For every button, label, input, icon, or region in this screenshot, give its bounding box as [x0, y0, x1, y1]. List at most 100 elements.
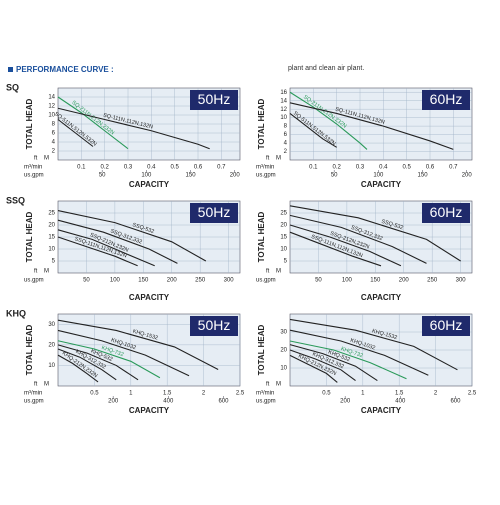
y-tick-label: 20 — [48, 342, 55, 348]
y-tick-label: 25 — [48, 211, 55, 217]
x-tick-label: 0.1 — [77, 165, 86, 171]
title-box — [190, 203, 238, 223]
group-label: SSQ — [6, 195, 25, 205]
y-unit-ft: ft — [34, 156, 38, 162]
header-marker — [8, 67, 13, 72]
x-tick-label: 0.5 — [402, 165, 411, 171]
x-tick-label: 150 — [370, 278, 381, 284]
x-tick-label: 0.6 — [194, 165, 203, 171]
x2-tick-label: 50 — [99, 173, 106, 179]
x-tick-label: 2 — [434, 391, 438, 397]
chart-title: 60Hz — [430, 91, 463, 107]
x-unit: m³/min — [24, 391, 42, 397]
x-tick-label: 0.4 — [147, 165, 156, 171]
chart-title: 60Hz — [430, 204, 463, 220]
y-tick-label: 20 — [280, 223, 287, 229]
curve — [289, 112, 337, 148]
x-tick-label: 0.1 — [309, 165, 318, 171]
y-tick-label: 4 — [284, 141, 288, 147]
header-note: plant and clean air plant. — [288, 65, 364, 72]
x-tick-label: 1.5 — [395, 391, 404, 397]
x-tick-label: 100 — [110, 278, 121, 284]
x-tick-label: 50 — [315, 278, 322, 284]
chart-title: 50Hz — [198, 91, 231, 107]
x2-tick-label: 200 — [230, 173, 241, 179]
y-tick-label: 10 — [48, 113, 55, 119]
y-tick-label: 16 — [280, 90, 287, 96]
title-box — [422, 90, 470, 110]
y-tick-label: 14 — [48, 95, 55, 101]
x2-tick-label: 100 — [141, 173, 152, 179]
x-tick-label: 0.6 — [426, 165, 435, 171]
y-tick-label: 10 — [48, 247, 55, 253]
curve — [289, 231, 382, 267]
x-tick-label: 1 — [361, 391, 365, 397]
header-title: PERFORMANCE CURVE : — [16, 65, 114, 74]
y-axis-label: TOTAL HEAD — [25, 211, 34, 262]
y-tick-label: 30 — [280, 330, 287, 336]
x-unit: us.gpm — [24, 278, 44, 284]
y-unit-m: M — [44, 156, 49, 162]
curve — [289, 214, 427, 264]
x2-tick-label: 50 — [331, 173, 338, 179]
x2-unit: us.gpm — [24, 399, 44, 405]
y-axis-label: TOTAL HEAD — [25, 324, 34, 375]
chart-title: 50Hz — [198, 317, 231, 333]
y-tick-label: 15 — [48, 235, 55, 241]
x-axis-label: CAPACITY — [361, 180, 402, 189]
x-tick-label: 50 — [83, 278, 90, 284]
y-tick-label: 2 — [284, 149, 288, 155]
x-axis-label: CAPACITY — [129, 406, 170, 415]
x-axis-label: CAPACITY — [361, 293, 402, 302]
x2-tick-label: 150 — [418, 173, 429, 179]
x2-tick-label: 600 — [218, 399, 229, 405]
chart-title: 50Hz — [198, 204, 231, 220]
curve — [289, 205, 461, 262]
curve — [57, 107, 210, 150]
x2-tick-label: 150 — [186, 173, 197, 179]
curve — [57, 219, 178, 264]
x-tick-label: 200 — [167, 278, 178, 284]
y-tick-label: 10 — [48, 363, 55, 369]
x-tick-label: 250 — [195, 278, 206, 284]
y-unit-m: M — [44, 269, 49, 275]
x-axis-label: CAPACITY — [361, 406, 402, 415]
y-unit-ft: ft — [266, 156, 270, 162]
y-tick-label: 10 — [280, 366, 287, 372]
x2-tick-label: 400 — [395, 399, 406, 405]
curve — [57, 210, 207, 262]
x2-unit: us.gpm — [256, 399, 276, 405]
x-unit: m³/min — [256, 391, 274, 397]
x-tick-label: 0.2 — [100, 165, 109, 171]
y-tick-label: 20 — [48, 223, 55, 229]
curve — [289, 344, 378, 382]
curve — [57, 319, 219, 371]
curve — [289, 224, 402, 267]
x-unit: us.gpm — [256, 278, 276, 284]
curve — [57, 340, 161, 379]
x-tick-label: 2.5 — [236, 391, 245, 397]
x-tick-label: 0.4 — [379, 165, 388, 171]
x-tick-label: 0.5 — [90, 391, 99, 397]
y-unit-m: M — [276, 269, 281, 275]
x-tick-label: 250 — [427, 278, 438, 284]
x-tick-label: 0.5 — [170, 165, 179, 171]
group-label: SQ — [6, 82, 19, 92]
x2-tick-label: 400 — [163, 399, 174, 405]
y-unit-ft: ft — [34, 382, 38, 388]
x-axis-label: CAPACITY — [129, 293, 170, 302]
y-unit-m: M — [276, 382, 281, 388]
y-axis-label: TOTAL HEAD — [257, 98, 266, 149]
x-tick-label: 0.3 — [356, 165, 365, 171]
y-tick-label: 8 — [52, 122, 56, 128]
x2-unit: us.gpm — [256, 173, 276, 179]
x-tick-label: 0.7 — [217, 165, 226, 171]
x-tick-label: 0.7 — [449, 165, 458, 171]
y-unit-ft: ft — [266, 382, 270, 388]
group-label: KHQ — [6, 308, 26, 318]
title-box — [190, 316, 238, 336]
curve — [57, 96, 129, 150]
y-tick-label: 10 — [280, 115, 287, 121]
